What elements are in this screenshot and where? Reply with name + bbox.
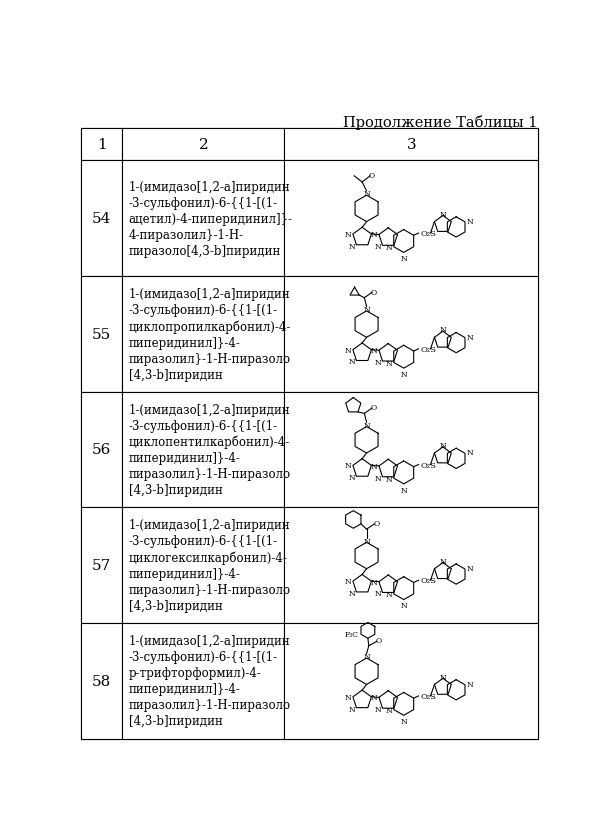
Bar <box>284 161 538 277</box>
Text: N: N <box>375 474 382 482</box>
Text: N: N <box>440 211 446 218</box>
Bar <box>284 624 538 739</box>
Text: O: O <box>373 519 379 528</box>
Text: N: N <box>371 347 378 354</box>
Text: 1-(имидазо[1,2-а]пиридин
-3-сульфонил)-6-{{1-[(1-
ацетил)-4-пиперидинил]}-
4-пир: 1-(имидазо[1,2-а]пиридин -3-сульфонил)-6… <box>129 181 293 257</box>
Text: N: N <box>466 217 473 226</box>
Bar <box>81 161 122 277</box>
Text: N: N <box>371 578 378 586</box>
Text: N: N <box>349 589 355 597</box>
Bar <box>284 130 538 161</box>
Text: O: O <box>371 288 377 296</box>
Text: N: N <box>349 358 355 366</box>
Text: N: N <box>386 244 393 252</box>
Text: N: N <box>363 190 370 198</box>
Text: 55: 55 <box>92 328 111 341</box>
Text: N: N <box>440 673 446 681</box>
Text: 1-(имидазо[1,2-а]пиридин
-3-сульфонил)-6-{{1-[(1-
циклопропилкарбонил)-4-
пипери: 1-(имидазо[1,2-а]пиридин -3-сульфонил)-6… <box>129 288 291 381</box>
Text: N: N <box>344 578 351 585</box>
Text: 3: 3 <box>406 138 416 152</box>
Text: N: N <box>386 706 393 714</box>
Text: N: N <box>466 680 473 688</box>
Text: N: N <box>344 461 351 470</box>
Text: N: N <box>371 232 378 239</box>
Bar <box>122 507 284 624</box>
Bar <box>284 507 538 624</box>
Bar <box>81 130 122 161</box>
Text: N: N <box>400 602 407 609</box>
Text: N: N <box>400 255 407 263</box>
Text: N: N <box>363 306 370 314</box>
Text: N: N <box>371 462 378 471</box>
Text: O₂S: O₂S <box>421 345 437 354</box>
Text: 1-(имидазо[1,2-а]пиридин
-3-сульфонил)-6-{{1-[(1-
р-трифторформил)-4-
пиперидини: 1-(имидазо[1,2-а]пиридин -3-сульфонил)-6… <box>129 635 291 727</box>
Text: N: N <box>400 486 407 494</box>
Bar <box>284 392 538 507</box>
Text: N: N <box>375 243 382 251</box>
Text: N: N <box>386 590 393 599</box>
Text: N: N <box>371 694 378 701</box>
Text: N: N <box>440 558 446 565</box>
Text: O: O <box>371 404 377 412</box>
Text: 57: 57 <box>92 558 111 573</box>
Bar <box>81 624 122 739</box>
Text: O: O <box>376 637 382 645</box>
Bar <box>81 277 122 392</box>
Text: 58: 58 <box>92 674 111 688</box>
Text: N: N <box>466 564 473 573</box>
Text: 54: 54 <box>92 212 111 226</box>
Text: F₃C: F₃C <box>344 630 358 639</box>
Text: N: N <box>344 346 351 354</box>
Text: N: N <box>466 449 473 457</box>
Bar <box>81 507 122 624</box>
Text: N: N <box>363 421 370 430</box>
Text: O: O <box>369 171 375 180</box>
Bar <box>81 392 122 507</box>
Text: O₂S: O₂S <box>421 692 437 700</box>
Text: O₂S: O₂S <box>421 577 437 584</box>
Text: N: N <box>400 717 407 725</box>
Text: N: N <box>344 693 351 701</box>
Text: N: N <box>400 370 407 379</box>
Text: Продолжение Таблицы 1: Продолжение Таблицы 1 <box>344 115 538 130</box>
Text: O₂S: O₂S <box>421 461 437 469</box>
Text: N: N <box>440 441 446 450</box>
Text: 2: 2 <box>199 138 208 152</box>
Text: N: N <box>344 231 351 238</box>
Text: N: N <box>363 653 370 660</box>
Bar <box>122 277 284 392</box>
Text: N: N <box>466 334 473 341</box>
Text: N: N <box>363 537 370 545</box>
Text: N: N <box>386 475 393 483</box>
Text: N: N <box>349 705 355 712</box>
Text: O₂S: O₂S <box>421 230 437 237</box>
Text: 1: 1 <box>97 138 106 152</box>
Text: 1-(имидазо[1,2-а]пиридин
-3-сульфонил)-6-{{1-[(1-
циклопентилкарбонил)-4-
пипери: 1-(имидазо[1,2-а]пиридин -3-сульфонил)-6… <box>129 403 291 497</box>
Text: N: N <box>386 359 393 368</box>
Text: N: N <box>349 242 355 250</box>
Text: N: N <box>375 589 382 598</box>
Text: 56: 56 <box>92 443 111 457</box>
Bar <box>122 130 284 161</box>
Bar <box>284 277 538 392</box>
Bar <box>122 161 284 277</box>
Bar <box>122 624 284 739</box>
Text: N: N <box>440 326 446 334</box>
Text: N: N <box>375 706 382 713</box>
Text: N: N <box>375 359 382 366</box>
Text: N: N <box>349 473 355 482</box>
Text: 1-(имидазо[1,2-а]пиридин
-3-сульфонил)-6-{{1-[(1-
циклогексилкарбонил)-4-
пипери: 1-(имидазо[1,2-а]пиридин -3-сульфонил)-6… <box>129 519 291 612</box>
Bar <box>122 392 284 507</box>
